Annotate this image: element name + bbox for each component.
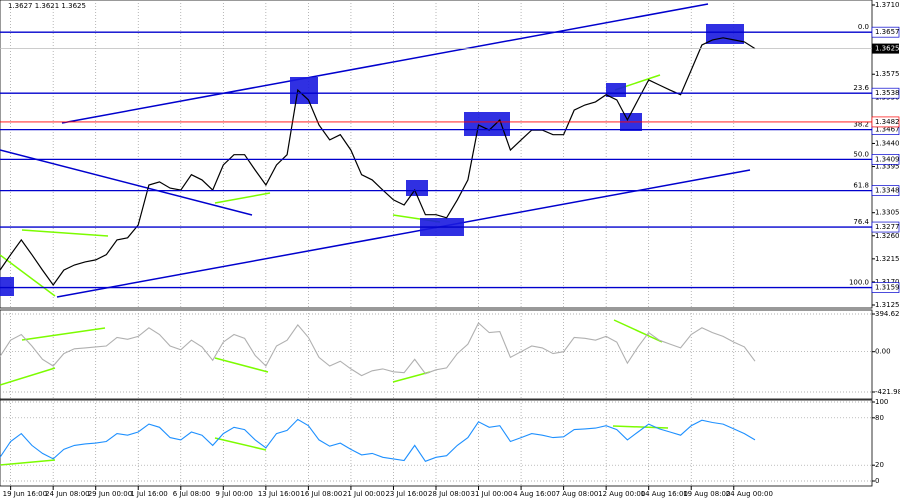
zone-box: [0, 277, 14, 296]
y-tick-label: 0: [875, 477, 879, 485]
y-tick-label: 1.3125: [875, 301, 900, 309]
divergence-line: [21, 327, 106, 341]
fib-level-price: 1.3348: [875, 187, 900, 195]
channel-line: [56, 169, 751, 298]
x-tick-label: 31 Jul 00:00: [471, 490, 513, 498]
x-tick-label: 7 Aug 08:00: [556, 490, 599, 498]
header-quote: 1.3627 1.3621 1.3625: [8, 2, 86, 10]
y-tick-label: -421.987: [875, 388, 900, 396]
ref-price: 1.3482: [875, 118, 900, 126]
x-tick-label: 24 Jun 08:00: [45, 490, 89, 498]
zone-box: [464, 112, 510, 136]
x-tick-label: 14 Aug 16:00: [641, 490, 688, 498]
y-tick-label: 1.3260: [875, 232, 900, 240]
x-tick-label: 21 Jul 00:00: [343, 490, 385, 498]
fib-level-price: 1.3467: [875, 126, 900, 134]
x-tick-label: 29 Jun 00:00: [88, 490, 132, 498]
price-label-box: [871, 221, 900, 233]
y-tick-label: 20: [875, 461, 884, 469]
fib-level-name: 0.0: [858, 23, 869, 31]
divergence-line: [21, 229, 109, 237]
x-tick-label: 1 Jul 16:00: [130, 490, 168, 498]
divergence-line: [392, 371, 431, 383]
x-tick-label: 28 Jul 08:00: [428, 490, 470, 498]
divergence-line: [612, 425, 669, 429]
y-tick-label: 394.6289: [875, 310, 900, 318]
y-tick-label: 80: [875, 414, 884, 422]
divergence-line: [214, 192, 271, 204]
y-tick-label: 100: [875, 398, 888, 406]
price-label-box: [871, 185, 900, 196]
price-label-box: [872, 43, 899, 54]
cci-line: [0, 322, 756, 377]
y-tick-label: 0.00: [875, 348, 891, 356]
y-tick-label: 1.3170: [875, 278, 900, 286]
price-label-box: [871, 116, 900, 128]
divergence-line: [0, 367, 56, 386]
divergence-line: [214, 357, 269, 373]
fib-level-name: 61.8: [853, 182, 869, 190]
y-tick-label: 1.3710: [875, 1, 900, 9]
zone-box: [606, 83, 626, 97]
x-tick-label: 9 Jul 00:00: [215, 490, 253, 498]
channel-line: [61, 3, 709, 124]
fib-level-price: 1.3657: [875, 28, 900, 36]
trend-line: [0, 149, 253, 216]
x-tick-label: 24 Aug 00:00: [726, 490, 773, 498]
y-tick-label: 1.3395: [875, 163, 900, 171]
price-label-box: [871, 282, 900, 293]
x-tick-label: 19 Aug 08:00: [683, 490, 730, 498]
fib-level-name: 50.0: [853, 150, 869, 158]
fib-level-name: 38.2: [853, 121, 869, 129]
drawings: [0, 3, 751, 466]
y-tick-label: 1.3440: [875, 139, 900, 147]
divergence-line: [214, 437, 267, 451]
price-label-box: [871, 26, 900, 38]
fib-level-price: 1.3409: [875, 155, 900, 163]
fib-level-name: 76.4: [853, 218, 869, 226]
x-tick-label: 4 Aug 16:00: [513, 490, 556, 498]
divergence-line: [0, 254, 56, 297]
divergence-line: [0, 459, 56, 466]
fib-level-name: 23.6: [853, 84, 869, 92]
price-label-box: [871, 154, 900, 165]
y-tick-label: 1.3215: [875, 255, 900, 263]
x-tick-label: 23 Jul 16:00: [385, 490, 427, 498]
x-tick-label: 19 Jun 16:00: [3, 490, 47, 498]
x-tick-label: 16 Jul 08:00: [300, 490, 342, 498]
y-tick-label: 1.3305: [875, 209, 900, 217]
fib-level-price: 1.3538: [875, 89, 900, 97]
zone-box: [406, 180, 428, 196]
divergence-line: [613, 319, 663, 343]
price-label-box: [871, 87, 900, 99]
price-panel: [0, 0, 873, 309]
y-tick-label: 1.3575: [875, 70, 900, 78]
price-line: [0, 37, 756, 287]
fib-level-name: 100.0: [849, 279, 869, 287]
x-tick-label: 13 Jul 16:00: [258, 490, 300, 498]
x-tick-label: 12 Aug 00:00: [598, 490, 645, 498]
last-price: 1.3625: [875, 45, 900, 53]
zone-box: [290, 77, 318, 104]
x-tick-label: 6 Jul 08:00: [173, 490, 211, 498]
fib-level-price: 1.3277: [875, 223, 900, 231]
fib-level-price: 1.3159: [875, 284, 900, 292]
rsi-line: [0, 418, 756, 462]
